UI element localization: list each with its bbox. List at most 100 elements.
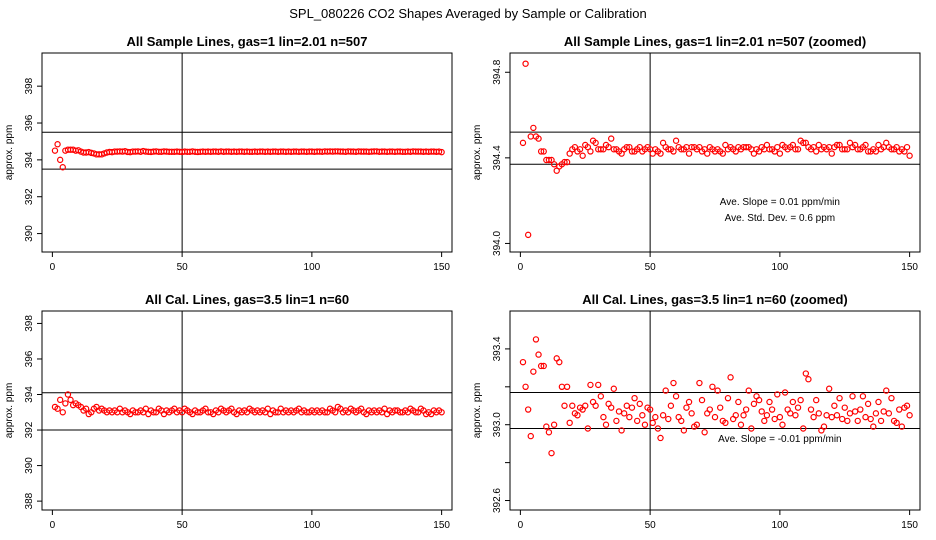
data-point xyxy=(836,394,843,402)
data-point xyxy=(321,409,329,416)
y-tick-label: 390 xyxy=(24,225,35,242)
data-point xyxy=(537,148,545,155)
data-point xyxy=(628,148,636,155)
y-tick-label: 392 xyxy=(24,421,35,438)
data-point xyxy=(792,412,799,419)
data-point xyxy=(813,148,820,155)
y-tick-label: 398 xyxy=(24,77,35,94)
y-tick-label: 396 xyxy=(24,114,35,131)
data-point xyxy=(737,421,745,428)
plot-frame xyxy=(41,52,453,253)
x-tick-label: 150 xyxy=(433,520,450,531)
chart-panel-p1: All Sample Lines, gas=1 lin=2.01 n=507 0 5… xyxy=(4,34,453,273)
data-point xyxy=(82,405,90,412)
data-point xyxy=(841,404,848,411)
data-point xyxy=(768,406,776,413)
data-point xyxy=(524,406,532,413)
x-tick-label: 150 xyxy=(433,262,450,273)
data-point xyxy=(530,124,537,132)
data-point xyxy=(698,396,706,404)
data-point xyxy=(802,370,810,377)
y-tick-label: 388 xyxy=(24,492,35,509)
data-point xyxy=(748,425,755,432)
data-point xyxy=(659,412,667,419)
x-tick-label: 50 xyxy=(177,262,189,273)
data-point xyxy=(805,376,812,383)
data-point xyxy=(623,143,630,151)
x-tick-label: 0 xyxy=(518,520,524,531)
chart-title: All Cal. Lines, gas=3.5 lin=1 n=60 xyxy=(145,292,349,307)
data-point xyxy=(561,158,568,166)
data-point xyxy=(59,409,66,416)
data-point xyxy=(776,150,784,157)
data-point xyxy=(844,417,851,425)
data-point xyxy=(602,421,610,428)
data-point xyxy=(672,137,680,144)
data-point xyxy=(665,415,672,423)
annotation-text: Ave. Slope = 0.01 ppm/min xyxy=(720,197,840,208)
data-point xyxy=(872,148,880,155)
x-tick-label: 0 xyxy=(50,520,56,531)
data-point xyxy=(864,400,872,408)
data-point xyxy=(688,143,695,151)
data-point xyxy=(592,139,599,147)
data-point xyxy=(672,393,680,400)
data-point xyxy=(825,385,833,392)
y-tick-label: 392.6 xyxy=(492,488,503,513)
data-point xyxy=(714,387,721,394)
data-point xyxy=(540,148,547,155)
data-point xyxy=(558,383,566,391)
x-tick-label: 150 xyxy=(901,262,918,273)
data-point xyxy=(579,152,586,159)
data-point xyxy=(435,148,443,155)
data-point xyxy=(597,146,605,153)
data-point xyxy=(623,402,630,409)
data-point xyxy=(688,410,695,417)
data-point xyxy=(532,336,540,343)
data-point xyxy=(800,425,807,432)
data-point xyxy=(685,398,693,406)
data-point xyxy=(750,400,758,408)
figure-title: SPL_080226 CO2 Shapes Averaged by Sample… xyxy=(289,6,647,21)
data-point xyxy=(595,381,602,389)
data-point xyxy=(761,417,768,425)
y-axis-label: approx. ppm xyxy=(472,383,483,439)
data-point xyxy=(727,374,734,381)
y-tick-label: 394.4 xyxy=(492,145,503,170)
data-point xyxy=(522,60,529,67)
data-point xyxy=(639,412,646,419)
y-axis-label: approx. ppm xyxy=(4,383,15,439)
chart-title: All Sample Lines, gas=1 lin=2.01 n=507 (… xyxy=(564,34,866,49)
data-point xyxy=(776,413,784,421)
y-axis-label: approx. ppm xyxy=(4,125,15,181)
data-point xyxy=(527,133,534,140)
data-point xyxy=(680,427,688,434)
data-point xyxy=(906,412,913,419)
data-point xyxy=(896,406,903,413)
data-point xyxy=(150,409,157,416)
x-tick-label: 150 xyxy=(901,520,918,531)
data-point xyxy=(766,398,773,406)
data-point xyxy=(646,406,654,413)
y-tick-label: 392 xyxy=(24,188,35,205)
data-point xyxy=(550,421,558,428)
data-point xyxy=(667,402,675,409)
y-tick-label: 396 xyxy=(24,350,35,367)
data-point xyxy=(438,148,445,156)
annotation-text: Ave. Std. Dev. = 0.6 ppm xyxy=(725,213,836,224)
data-point xyxy=(867,415,874,423)
data-point xyxy=(854,146,861,153)
x-tick-label: 100 xyxy=(304,520,321,531)
data-point xyxy=(864,148,872,155)
data-point xyxy=(779,421,786,428)
data-point xyxy=(535,135,542,142)
data-point xyxy=(592,402,599,409)
data-point xyxy=(844,146,851,153)
data-point xyxy=(851,408,859,415)
data-point xyxy=(794,146,802,153)
data-point xyxy=(618,427,625,434)
data-point xyxy=(724,394,732,402)
data-point xyxy=(711,413,719,421)
data-point xyxy=(813,396,820,404)
data-point xyxy=(683,404,690,411)
